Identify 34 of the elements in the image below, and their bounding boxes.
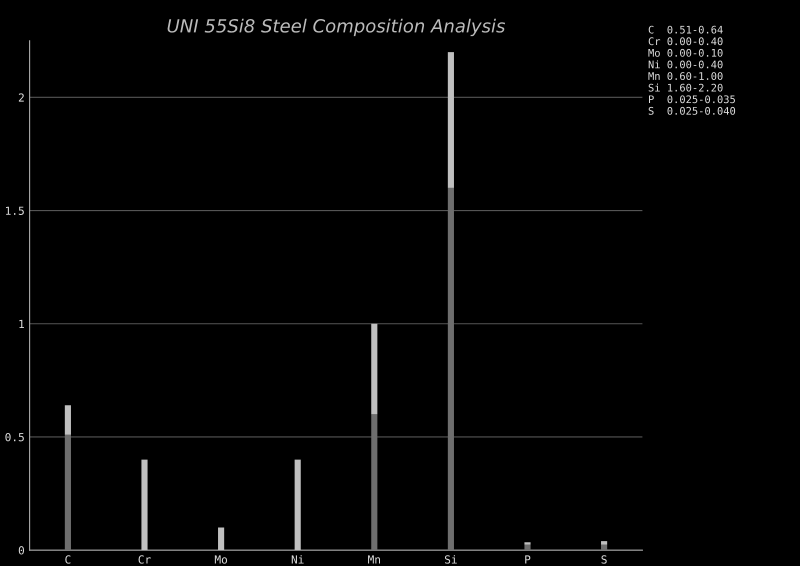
text: Ni 0.00-0.40 — [648, 60, 723, 68]
text: Mo 0.00-0.10 — [648, 48, 723, 57]
bar — [371, 414, 378, 550]
bar — [601, 544, 608, 550]
bar — [218, 528, 224, 550]
bar — [371, 324, 378, 414]
bar — [294, 460, 301, 550]
text: Si 1.60-2.20 — [648, 84, 723, 92]
y-tick-label: 0.5 — [5, 432, 24, 442]
y-tick-label: 2 — [18, 93, 24, 102]
bar — [448, 52, 454, 188]
text: C 0.51-0.64 — [648, 26, 723, 34]
x-tick-label: Cr — [138, 555, 151, 564]
x-tick-label: Mo — [214, 555, 228, 564]
bar — [64, 405, 71, 435]
bar — [141, 460, 148, 550]
x-tick-label: Mn — [368, 555, 380, 564]
text: Cr 0.00-0.40 — [648, 37, 723, 46]
y-tick-label: 1.5 — [6, 206, 24, 215]
bar — [64, 434, 71, 550]
x-tick-label: Si — [444, 555, 457, 564]
x-tick-label: Ni — [292, 555, 304, 564]
bar — [448, 188, 454, 550]
text: S 0.025-0.040 — [648, 106, 736, 115]
text: Mn 0.60-1.00 — [648, 72, 723, 80]
x-tick-label: P — [525, 555, 530, 564]
bar — [601, 541, 608, 544]
chart-title: UNI 55Si8 Steel Composition Analysis — [168, 18, 506, 36]
y-tick-label: 1 — [19, 320, 24, 328]
text: P 0.025-0.035 — [649, 95, 735, 104]
x-tick-label: C — [65, 555, 70, 564]
x-tick-label: S — [602, 555, 607, 564]
bar — [524, 544, 531, 550]
y-tick-label: 0 — [18, 546, 24, 555]
